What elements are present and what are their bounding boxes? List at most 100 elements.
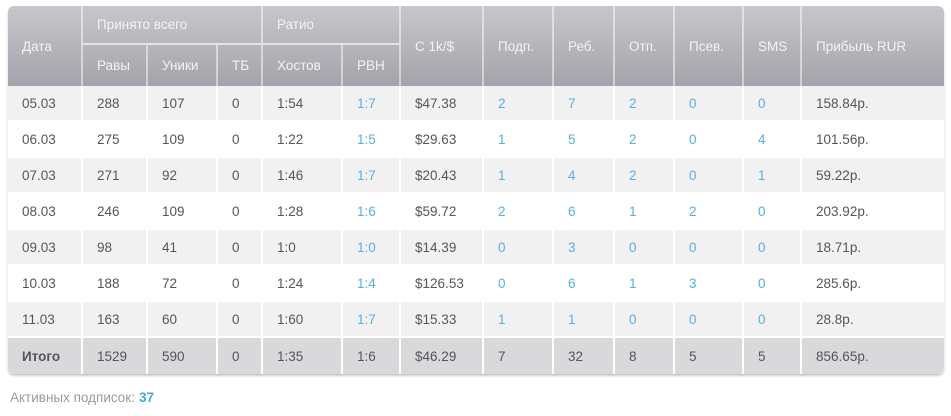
column-group-ratio: Ратио [263,6,402,45]
cell-rvn[interactable]: 1:7 [343,86,402,122]
cell-raws: 271 [83,158,148,194]
cell-c1k: $20.43 [401,158,485,194]
cell-date: 10.03 [8,266,83,302]
cell-otp[interactable]: 2 [615,122,676,158]
active-subscriptions-count: 37 [138,390,154,405]
cell-reb[interactable]: 4 [554,158,616,194]
cell-rvn[interactable]: 1:5 [343,122,402,158]
table-row: 09.03 98 41 0 1:0 1:0 $14.39 0 3 0 0 0 18.71р. [8,230,945,266]
cell-date: 11.03 [8,302,83,338]
cell-otp[interactable]: 1 [615,194,676,230]
cell-tb: 0 [218,158,264,194]
cell-reb[interactable]: 3 [554,230,616,266]
cell-subs[interactable]: 0 [484,230,555,266]
cell-psev[interactable]: 2 [675,194,745,230]
cell-profit: 158.84р. [802,86,945,122]
cell-otp[interactable]: 0 [615,230,676,266]
cell-subs: 7 [484,338,555,374]
cell-rvn[interactable]: 1:4 [343,266,402,302]
cell-raws: 163 [83,302,148,338]
cell-c1k: $14.39 [401,230,485,266]
cell-hosts: 1:24 [263,266,344,302]
cell-reb[interactable]: 1 [554,302,616,338]
cell-otp[interactable]: 2 [615,158,676,194]
cell-c1k: $126.53 [401,266,485,302]
cell-subs[interactable]: 0 [484,266,555,302]
cell-psev[interactable]: 0 [675,230,745,266]
column-header-otp: Отп. [615,6,676,86]
cell-hosts: 1:60 [263,302,344,338]
cell-hosts: 1:54 [263,86,344,122]
table-row: 11.03 163 60 0 1:60 1:7 $15.33 1 1 0 0 0 28.8р. [8,302,945,338]
cell-tb: 0 [218,194,264,230]
cell-c1k: $47.38 [401,86,485,122]
column-header-subs: Подп. [484,6,555,86]
cell-sms[interactable]: 1 [744,158,803,194]
cell-uniques: 109 [148,122,218,158]
cell-hosts: 1:0 [263,230,344,266]
cell-c1k: $59.72 [401,194,485,230]
cell-sms[interactable]: 0 [744,230,803,266]
cell-psev[interactable]: 0 [675,86,745,122]
column-header-psev: Псев. [675,6,745,86]
cell-profit: 18.71р. [802,230,945,266]
column-header-date: Дата [8,6,83,86]
cell-rvn[interactable]: 1:6 [343,194,402,230]
cell-raws: 188 [83,266,148,302]
cell-c1k: $29.63 [401,122,485,158]
cell-sms[interactable]: 0 [744,194,803,230]
cell-sms[interactable]: 0 [744,86,803,122]
cell-psev: 5 [675,338,745,374]
cell-hosts: 1:46 [263,158,344,194]
cell-tb: 0 [218,86,264,122]
cell-otp[interactable]: 2 [615,86,676,122]
stats-table-container: Дата Принято всего Ратио С 1k/$ Подп. Ре… [8,6,945,374]
cell-subs[interactable]: 2 [484,86,555,122]
cell-sms[interactable]: 0 [744,266,803,302]
cell-tb: 0 [218,230,264,266]
cell-rvn[interactable]: 1:7 [343,158,402,194]
cell-tb: 0 [218,338,264,374]
cell-hosts: 1:22 [263,122,344,158]
cell-profit: 285.6р. [802,266,945,302]
cell-sms[interactable]: 4 [744,122,803,158]
cell-rvn[interactable]: 1:0 [343,230,402,266]
cell-reb[interactable]: 6 [554,194,616,230]
cell-date: 05.03 [8,86,83,122]
active-subscriptions: Активных подписок: 37 [10,390,154,405]
cell-date: Итого [8,338,83,374]
cell-rvn: 1:6 [343,338,402,374]
cell-otp[interactable]: 0 [615,302,676,338]
column-header-profit: Прибыль RUR [802,6,945,86]
cell-subs[interactable]: 1 [484,158,555,194]
cell-psev[interactable]: 0 [675,122,745,158]
cell-subs[interactable]: 1 [484,302,555,338]
cell-rvn[interactable]: 1:7 [343,302,402,338]
cell-psev[interactable]: 3 [675,266,745,302]
cell-otp[interactable]: 1 [615,266,676,302]
cell-uniques: 590 [148,338,218,374]
cell-reb[interactable]: 6 [554,266,616,302]
cell-reb[interactable]: 5 [554,122,616,158]
cell-raws: 275 [83,122,148,158]
cell-sms[interactable]: 0 [744,302,803,338]
column-header-uniques: Уники [148,45,218,86]
cell-otp: 8 [615,338,676,374]
cell-hosts: 1:28 [263,194,344,230]
cell-uniques: 72 [148,266,218,302]
active-subscriptions-label: Активных подписок: [10,390,135,405]
cell-reb[interactable]: 7 [554,86,616,122]
cell-subs[interactable]: 2 [484,194,555,230]
cell-uniques: 107 [148,86,218,122]
cell-psev[interactable]: 0 [675,302,745,338]
cell-psev[interactable]: 0 [675,158,745,194]
cell-profit: 101.56р. [802,122,945,158]
cell-tb: 0 [218,266,264,302]
table-row: 05.03 288 107 0 1:54 1:7 $47.38 2 7 2 0 0 158.84р. [8,86,945,122]
cell-tb: 0 [218,122,264,158]
table-header: Дата Принято всего Ратио С 1k/$ Подп. Ре… [8,6,945,86]
cell-subs[interactable]: 1 [484,122,555,158]
column-header-sms: SMS [744,6,803,86]
daily-stats-table: Дата Принято всего Ратио С 1k/$ Подп. Ре… [8,6,945,374]
cell-raws: 246 [83,194,148,230]
